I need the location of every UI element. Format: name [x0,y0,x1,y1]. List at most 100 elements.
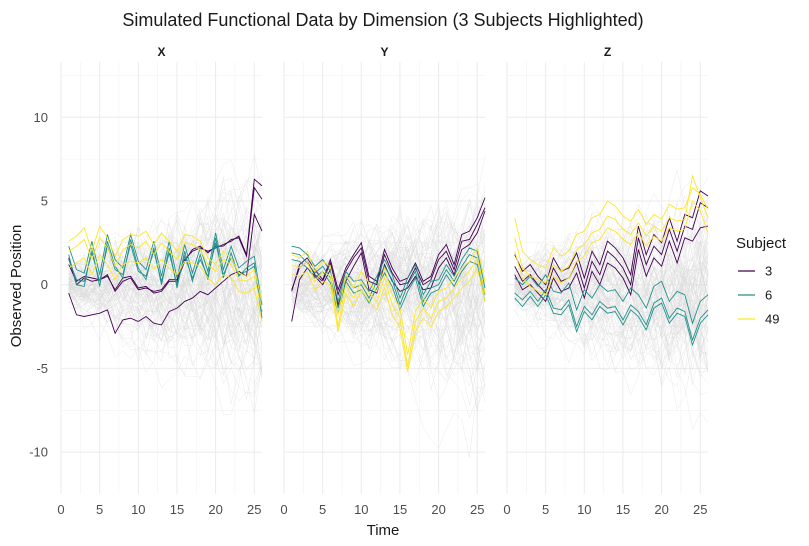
background-line [291,202,486,306]
background-line [514,278,709,367]
background-line [68,241,263,374]
x-tick-label: 25 [247,502,261,517]
background-line [514,306,709,376]
y-axis-ticks: -10 -5 0 5 10 [29,110,48,460]
background-line [514,252,709,367]
background-line [291,241,486,326]
background-line [514,265,709,330]
series-line-49 [514,186,709,269]
y-axis-label: Observed Position [8,225,25,348]
y-tick-label: -5 [36,361,48,376]
series-line-49 [68,253,263,322]
y-tick-label: 10 [34,110,48,125]
background-line [514,241,709,315]
background-line [68,243,263,373]
series-line-6 [291,259,486,314]
series-line-49 [514,174,709,284]
series-line-6 [68,232,263,305]
x-tick-label: 10 [131,502,145,517]
background-line [291,284,486,366]
x-tick-label: 15 [170,502,184,517]
series-line-49 [68,236,263,310]
background-line [68,260,263,333]
background-line [291,239,486,354]
x-tick-label: 5 [319,502,326,517]
background-line [291,261,486,358]
y-tick-label: -10 [29,445,48,460]
background-line [291,293,486,412]
background-line [68,188,263,304]
background-line [68,252,263,372]
background-line [514,252,709,357]
background-line [68,252,263,331]
background-line [514,260,709,355]
x-tick-label: 25 [693,502,707,517]
background-line [291,204,486,309]
background-line [514,231,709,322]
series-49 [68,225,263,322]
background-line [68,255,263,377]
facet-panel-x: X 0 5 10 15 20 25 [57,45,263,517]
legend-title: Subject [736,235,787,252]
series-line-6 [68,242,263,312]
background-line [514,257,709,371]
facet-panel-y: Y 0 5 10 15 20 25 [280,45,486,517]
series-line-49 [68,225,263,302]
x-tick-label: 10 [354,502,368,517]
background-trajectories [514,169,709,431]
series-49 [514,174,709,296]
legend-label-49: 49 [765,312,779,327]
background-line [68,269,263,362]
series-line-49 [291,246,486,356]
background-line [514,277,709,388]
x-axis-label: Time [367,522,400,539]
x-tick-label: 5 [96,502,103,517]
background-trajectories [291,156,486,458]
background-line [291,198,486,310]
background-line [291,241,486,371]
legend: Subject 3 6 49 [736,235,787,327]
series-line-49 [291,266,486,372]
background-line [68,231,263,311]
background-line [514,203,709,314]
background-line [291,289,486,379]
background-line [68,230,263,323]
background-line [514,251,709,431]
background-line [514,236,709,304]
y-tick-label: 0 [41,277,48,292]
legend-label-6: 6 [765,288,772,303]
facet-strip-label: Y [380,45,388,59]
background-line [291,203,486,344]
series-line-49 [291,256,486,367]
facet-strip-label: X [157,45,165,59]
series-line-6 [514,293,709,347]
background-line [68,222,263,346]
background-line [291,250,486,331]
chart-title: Simulated Functional Data by Dimension (… [122,10,643,30]
y-tick-label: 5 [41,193,48,208]
background-line [514,246,709,358]
series-line-3 [291,207,486,297]
background-line [291,217,486,310]
background-line [68,276,263,367]
background-line [68,260,263,351]
background-line [68,261,263,394]
series-line-3 [68,212,263,335]
background-line [291,259,486,338]
background-line [291,215,486,325]
x-tick-label: 20 [431,502,445,517]
background-line [514,213,709,293]
x-tick-label: 0 [57,502,64,517]
series-line-6 [514,273,709,325]
series-line-49 [514,200,709,296]
background-line [68,239,263,366]
x-tick-label: 20 [208,502,222,517]
background-line [514,269,709,385]
x-tick-label: 0 [503,502,510,517]
legend-label-3: 3 [765,264,772,279]
x-tick-label: 25 [470,502,484,517]
background-line [514,259,709,349]
background-line [291,200,486,281]
series-line-6 [291,245,486,302]
